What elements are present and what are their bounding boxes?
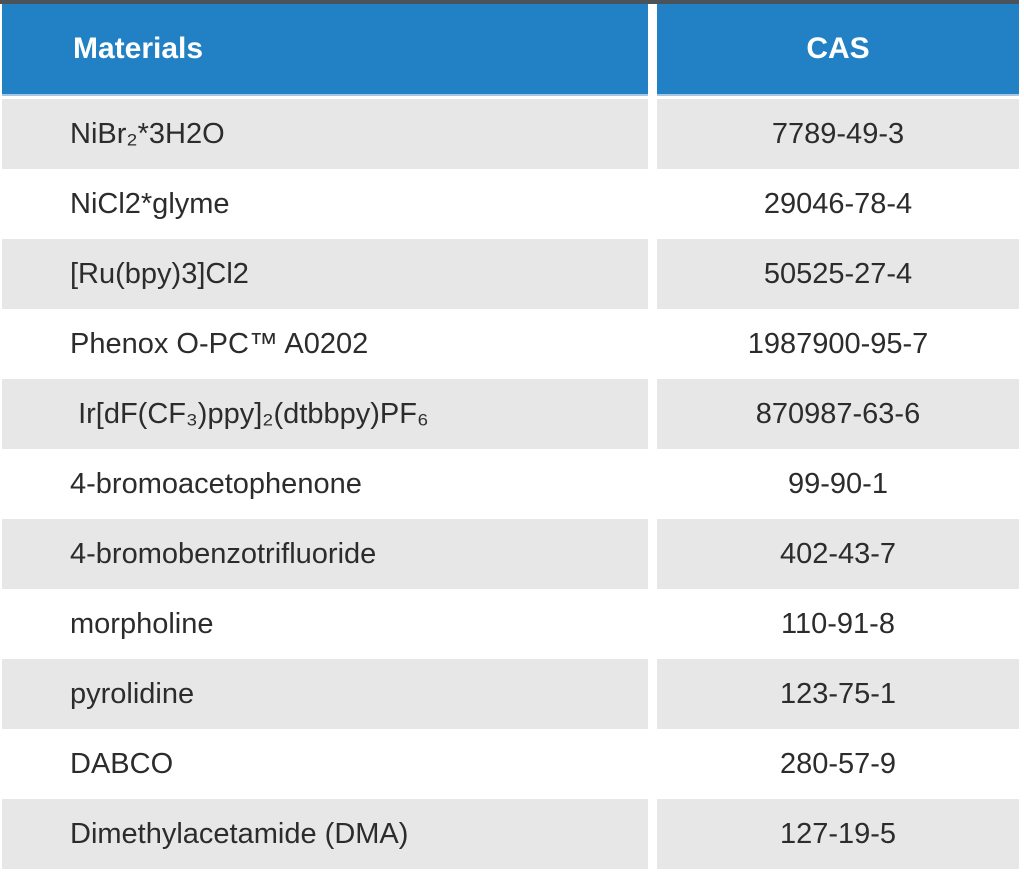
material-cell: DABCO [2, 729, 648, 799]
material-cell: NiBr₂*3H2O [2, 99, 648, 169]
materials-cas-table: Materials CAS NiBr₂*3H2O 7789-49-3 NiCl2… [2, 4, 1019, 869]
material-cell: [Ru(bpy)3]Cl2 [2, 239, 648, 309]
material-cell: 4-bromobenzotrifluoride [2, 519, 648, 589]
table-row: DABCO 280-57-9 [2, 729, 1019, 799]
table-row: morpholine 110-91-8 [2, 589, 1019, 659]
material-cell: Ir[dF(CF₃)ppy]₂(dtbbpy)PF₆ [2, 379, 648, 449]
cas-cell: 127-19-5 [657, 799, 1019, 869]
table-row: NiCl2*glyme 29046-78-4 [2, 169, 1019, 239]
cas-cell: 99-90-1 [657, 449, 1019, 519]
material-cell: 4-bromoacetophenone [2, 449, 648, 519]
table-row: pyrolidine 123-75-1 [2, 659, 1019, 729]
cas-cell: 1987900-95-7 [657, 309, 1019, 379]
table-row: Dimethylacetamide (DMA) 127-19-5 [2, 799, 1019, 869]
table-row: [Ru(bpy)3]Cl2 50525-27-4 [2, 239, 1019, 309]
materials-header-label: Materials [73, 32, 204, 65]
table-row: Ir[dF(CF₃)ppy]₂(dtbbpy)PF₆ 870987-63-6 [2, 379, 1019, 449]
table-header-row: Materials CAS [2, 4, 1019, 96]
material-cell: Phenox O-PC™ A0202 [2, 309, 648, 379]
table-row: NiBr₂*3H2O 7789-49-3 [2, 99, 1019, 169]
cas-cell: 870987-63-6 [657, 379, 1019, 449]
table-row: Phenox O-PC™ A0202 1987900-95-7 [2, 309, 1019, 379]
cas-header-cell: CAS [657, 4, 1019, 96]
table-top-border [0, 0, 1019, 4]
cas-cell: 110-91-8 [657, 589, 1019, 659]
cas-cell: 7789-49-3 [657, 99, 1019, 169]
material-cell: pyrolidine [2, 659, 648, 729]
cas-header-label: CAS [806, 32, 870, 65]
table-row: 4-bromobenzotrifluoride 402-43-7 [2, 519, 1019, 589]
table-body: NiBr₂*3H2O 7789-49-3 NiCl2*glyme 29046-7… [2, 99, 1019, 869]
cas-cell: 280-57-9 [657, 729, 1019, 799]
material-cell: Dimethylacetamide (DMA) [2, 799, 648, 869]
cas-cell: 123-75-1 [657, 659, 1019, 729]
cas-cell: 402-43-7 [657, 519, 1019, 589]
table-row: 4-bromoacetophenone 99-90-1 [2, 449, 1019, 519]
cas-cell: 29046-78-4 [657, 169, 1019, 239]
cas-cell: 50525-27-4 [657, 239, 1019, 309]
material-cell: NiCl2*glyme [2, 169, 648, 239]
material-cell: morpholine [2, 589, 648, 659]
materials-header-cell: Materials [2, 4, 648, 96]
